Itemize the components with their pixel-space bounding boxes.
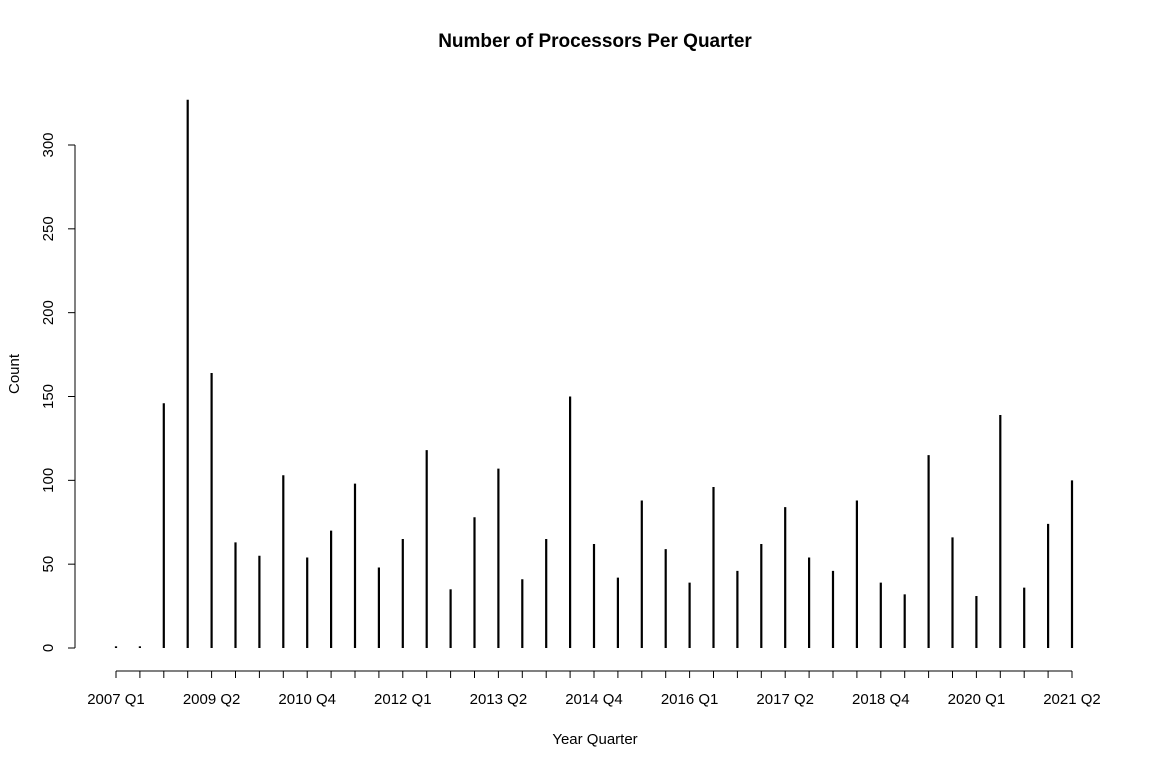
x-tick-label: 2021 Q2: [1043, 691, 1101, 708]
x-tick-label: 2009 Q2: [183, 691, 241, 708]
y-axis-label: Count: [6, 353, 23, 394]
y-tick-label: 100: [40, 468, 57, 493]
y-tick-label: 250: [40, 216, 57, 241]
y-axis: 0 50 100 150 200 250 300: [40, 132, 76, 652]
x-tick-label: 2016 Q1: [661, 691, 719, 708]
x-tick-label: 2013 Q2: [470, 691, 528, 708]
x-tick-label: 2010 Q4: [278, 691, 336, 708]
bars: [114, 99, 1074, 648]
x-tick-label: 2014 Q4: [565, 691, 623, 708]
chart-title: Number of Processors Per Quarter: [438, 31, 752, 52]
y-tick-label: 0: [40, 644, 57, 652]
x-axis: 2007 Q1 2009 Q2 2010 Q4 2012 Q1 2013 Q2 2014 …: [87, 670, 1101, 708]
y-tick-label: 200: [40, 300, 57, 325]
y-tick-label: 50: [40, 556, 57, 573]
x-tick-label: 2020 Q1: [948, 691, 1006, 708]
x-tick-label: 2007 Q1: [87, 691, 145, 708]
x-tick-label: 2017 Q2: [756, 691, 814, 708]
y-tick-label: 150: [40, 384, 57, 409]
x-tick-label: 2012 Q1: [374, 691, 432, 708]
x-tick-label: 2018 Q4: [852, 691, 910, 708]
y-tick-label: 300: [40, 132, 57, 157]
x-axis-label: Year Quarter: [552, 731, 637, 748]
